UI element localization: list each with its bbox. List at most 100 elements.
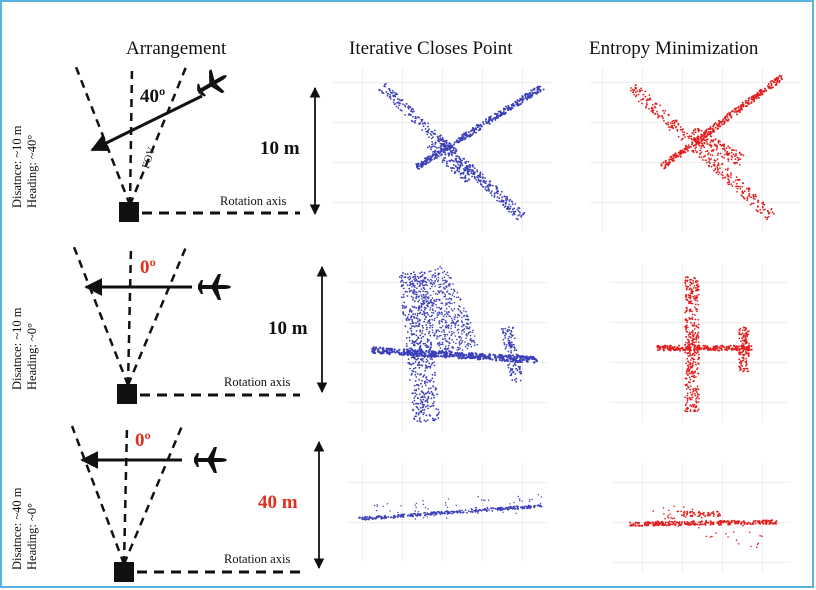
point	[424, 382, 426, 385]
point	[437, 314, 440, 316]
point	[692, 372, 695, 374]
point	[746, 370, 749, 373]
point	[690, 135, 693, 138]
point	[417, 116, 419, 118]
point	[431, 324, 434, 326]
point	[426, 513, 428, 516]
point	[432, 274, 435, 276]
point	[696, 326, 699, 328]
point	[689, 308, 692, 311]
point	[682, 151, 685, 154]
point	[418, 412, 420, 415]
point	[721, 147, 724, 150]
point	[489, 184, 492, 187]
point	[748, 344, 750, 347]
point	[667, 521, 670, 524]
point	[411, 108, 414, 110]
point	[473, 335, 476, 337]
point	[389, 93, 391, 96]
point	[506, 358, 509, 361]
point	[698, 356, 700, 359]
point	[436, 312, 439, 314]
point	[419, 411, 421, 413]
point	[413, 389, 416, 392]
point	[720, 173, 723, 176]
point	[689, 385, 692, 387]
point	[694, 318, 697, 321]
point	[426, 311, 429, 314]
point	[696, 296, 698, 299]
point	[414, 504, 416, 506]
point	[459, 343, 462, 345]
point	[434, 280, 437, 282]
point	[457, 331, 460, 334]
point	[410, 110, 413, 112]
point	[678, 344, 681, 347]
point	[700, 347, 703, 350]
point	[398, 353, 401, 356]
point	[461, 349, 464, 351]
point	[744, 341, 747, 344]
point	[423, 320, 425, 323]
point	[461, 172, 464, 175]
point	[686, 408, 688, 410]
point	[404, 325, 407, 328]
point	[673, 346, 676, 348]
point	[689, 354, 692, 356]
point	[466, 333, 468, 335]
point	[645, 105, 647, 108]
point	[410, 309, 413, 312]
point	[424, 507, 427, 509]
point	[510, 211, 513, 213]
point	[685, 341, 687, 344]
point	[687, 342, 689, 344]
point	[740, 153, 743, 156]
point	[407, 514, 410, 517]
point	[718, 171, 721, 174]
point	[422, 396, 424, 399]
point	[667, 517, 670, 519]
point	[739, 108, 742, 111]
point	[367, 517, 370, 520]
point	[415, 295, 418, 298]
point	[727, 145, 730, 148]
point	[421, 401, 424, 403]
point	[485, 509, 487, 511]
point	[418, 325, 420, 327]
point	[510, 372, 513, 375]
sensor-square-icon	[117, 384, 137, 404]
point	[686, 410, 689, 413]
point	[471, 510, 473, 513]
point	[690, 515, 692, 518]
point	[421, 129, 424, 131]
point	[481, 352, 484, 355]
point	[727, 152, 730, 155]
point	[419, 276, 422, 279]
point	[428, 315, 431, 318]
point	[387, 92, 390, 95]
point	[705, 136, 708, 138]
point	[451, 512, 453, 515]
point	[726, 173, 729, 176]
point	[411, 349, 414, 352]
point	[480, 183, 482, 186]
point	[507, 364, 509, 367]
point	[380, 90, 383, 93]
point	[442, 343, 444, 346]
point	[694, 137, 697, 140]
point	[477, 509, 479, 512]
point	[412, 299, 414, 301]
point	[402, 272, 404, 274]
point	[675, 119, 678, 122]
point	[667, 524, 670, 527]
point	[723, 346, 725, 349]
point	[412, 403, 415, 405]
point	[385, 347, 388, 350]
point	[427, 513, 430, 516]
point	[476, 169, 479, 171]
point	[442, 329, 445, 332]
point	[745, 357, 747, 360]
point	[408, 278, 411, 281]
point	[416, 355, 419, 358]
point	[696, 368, 698, 371]
